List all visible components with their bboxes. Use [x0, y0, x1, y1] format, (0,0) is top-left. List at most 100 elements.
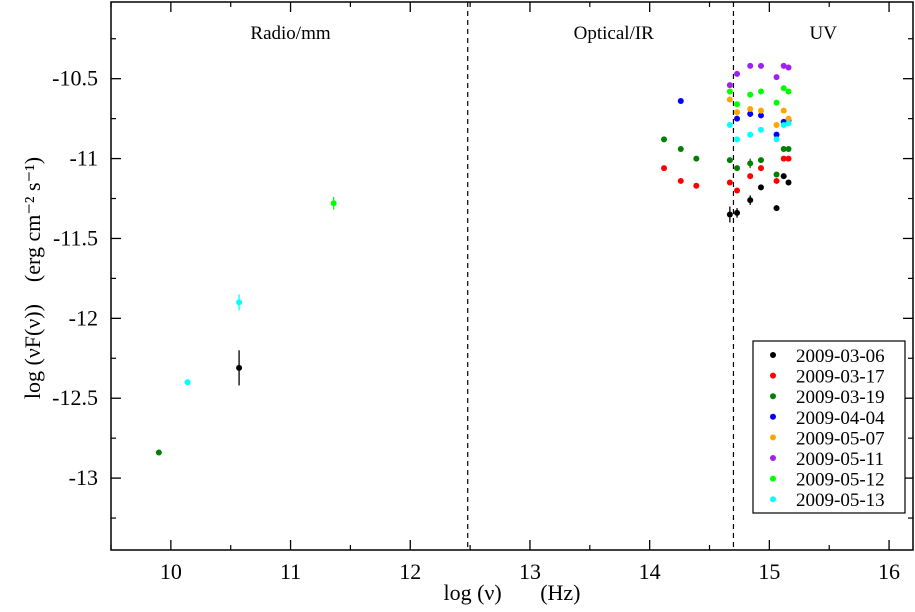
- data-point: [785, 155, 792, 162]
- data-point: [734, 187, 741, 194]
- legend-marker: [770, 434, 776, 441]
- data-point: [726, 122, 733, 129]
- x-tick-label: 10: [160, 559, 182, 584]
- data-point: [773, 205, 780, 212]
- x-tick-label: 14: [639, 559, 661, 584]
- data-point: [155, 449, 162, 456]
- data-point: [747, 106, 754, 113]
- data-point: [236, 364, 243, 371]
- data-point: [693, 155, 700, 162]
- data-points: [155, 62, 792, 456]
- data-point: [734, 209, 741, 216]
- data-point: [747, 62, 754, 69]
- data-point: [726, 82, 733, 89]
- legend-label: 2009-05-12: [796, 470, 885, 491]
- data-point: [785, 64, 792, 71]
- region-dividers: [467, 2, 735, 550]
- data-point: [747, 197, 754, 204]
- data-point: [726, 179, 733, 186]
- data-point: [677, 145, 684, 152]
- legend-label: 2009-04-04: [796, 408, 885, 429]
- data-point: [734, 115, 741, 122]
- data-point: [757, 107, 764, 114]
- axis-ticks: [110, 2, 913, 550]
- data-point: [757, 184, 764, 191]
- legend-box: [752, 340, 906, 514]
- data-point: [236, 299, 243, 306]
- legend-label: 2009-03-19: [796, 387, 885, 408]
- data-point: [773, 136, 780, 143]
- data-point: [330, 200, 337, 207]
- data-point: [780, 107, 787, 114]
- data-point: [780, 85, 787, 92]
- data-point: [661, 165, 668, 172]
- legend-label: 2009-05-13: [796, 490, 885, 511]
- legend-marker: [770, 372, 776, 379]
- data-point: [780, 155, 787, 162]
- data-point: [184, 379, 191, 386]
- legend-marker: [770, 393, 776, 400]
- legend-marker: [770, 496, 776, 503]
- y-tick-label: -10.5: [52, 66, 98, 91]
- axis-tick-labels: 10 11 12 13 14 15 16 -10.5 -11 -11.5 -12 -12.5 -13: [52, 66, 900, 584]
- y-tick-label: -12: [69, 305, 98, 330]
- legend-label: 2009-05-07: [796, 428, 885, 449]
- data-point: [677, 177, 684, 184]
- data-point: [780, 173, 787, 180]
- legend-marker: [770, 475, 776, 482]
- legend-marker: [770, 352, 776, 358]
- data-point: [785, 145, 792, 152]
- data-point: [773, 177, 780, 184]
- data-point: [747, 131, 754, 138]
- data-point: [757, 165, 764, 172]
- data-point: [785, 88, 792, 95]
- data-point: [747, 173, 754, 180]
- plot-frame-group: [110, 1, 914, 551]
- legend-label: 2009-03-17: [796, 367, 885, 388]
- data-point: [757, 157, 764, 164]
- data-point: [726, 88, 733, 95]
- data-point: [757, 62, 764, 69]
- plot-frame: [110, 1, 914, 551]
- x-tick-label: 16: [878, 559, 900, 584]
- y-tick-label: -11: [69, 146, 98, 171]
- data-point: [773, 99, 780, 106]
- data-point: [780, 122, 787, 129]
- data-point: [734, 165, 741, 172]
- data-point: [734, 70, 741, 77]
- data-point: [757, 88, 764, 95]
- region-label: UV: [809, 23, 837, 44]
- legend-marker: [770, 413, 776, 420]
- data-point: [747, 110, 754, 117]
- data-point: [747, 160, 754, 167]
- data-point: [726, 157, 733, 164]
- y-tick-label: -12.5: [52, 385, 98, 410]
- data-point: [773, 74, 780, 81]
- legend-label: 2009-05-11: [796, 449, 884, 470]
- data-point: [773, 171, 780, 178]
- data-point: [747, 91, 754, 98]
- region-label: Radio/mm: [250, 23, 330, 44]
- data-point: [734, 101, 741, 108]
- data-point: [734, 136, 741, 143]
- data-point: [780, 62, 787, 69]
- legend-label: 2009-03-06: [796, 346, 885, 367]
- legend-marker: [770, 455, 776, 461]
- x-tick-label: 12: [399, 559, 421, 584]
- x-tick-label: 11: [280, 559, 301, 584]
- data-point: [757, 126, 764, 133]
- legend: 2009-03-062009-03-172009-03-192009-04-04…: [752, 340, 906, 514]
- y-tick-label: -11.5: [53, 225, 98, 250]
- data-point: [773, 122, 780, 129]
- x-tick-label: 15: [758, 559, 780, 584]
- data-point: [773, 131, 780, 138]
- data-point: [693, 182, 700, 189]
- region-label: Optical/IR: [574, 23, 655, 44]
- region-labels: Radio/mm Optical/IR UV: [250, 23, 837, 44]
- data-point: [757, 112, 764, 119]
- data-point: [780, 145, 787, 152]
- y-axis-title: log (νF(ν)) (erg cm⁻² s⁻¹): [20, 157, 45, 399]
- data-point: [726, 211, 733, 218]
- data-point: [726, 96, 733, 103]
